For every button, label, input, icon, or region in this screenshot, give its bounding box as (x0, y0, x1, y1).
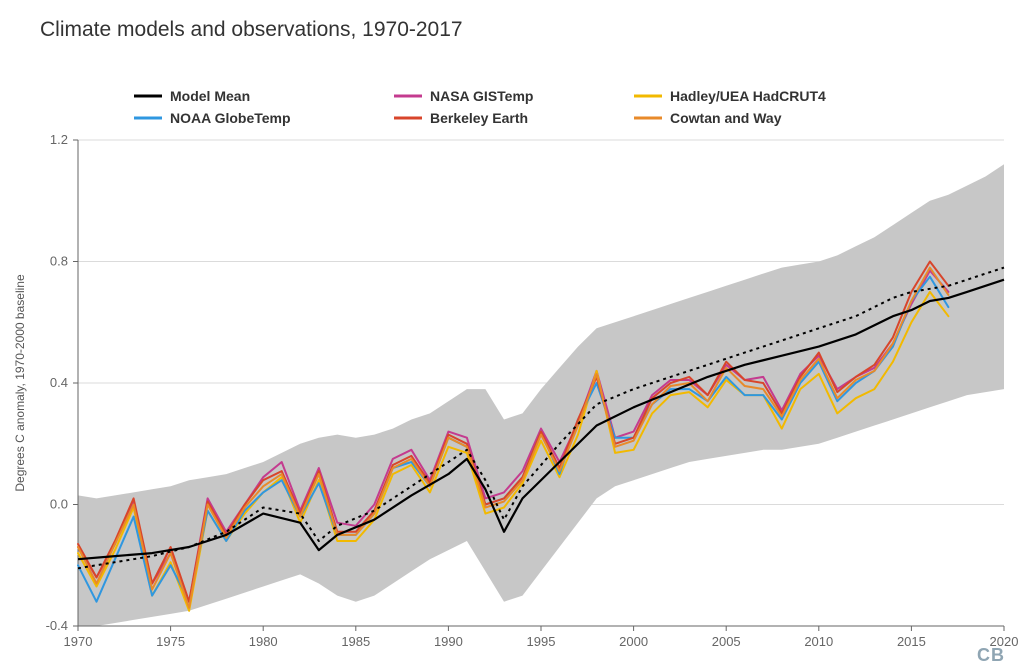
page: Climate models and observations, 1970-20… (0, 0, 1019, 672)
x-tick-label: 1970 (64, 634, 93, 649)
chart-svg: 1970 1975 1980 1985 1990 1995 2000 2005 2010 2015… (0, 0, 1019, 672)
x-tick-label: 1990 (434, 634, 463, 649)
chart-area: 1970 1975 1980 1985 1990 1995 2000 2005 2010 2015… (0, 0, 1019, 672)
x-tick-label: 1995 (527, 634, 556, 649)
y-tick-label: 1.2 (50, 132, 68, 147)
x-tick-label: 1980 (249, 634, 278, 649)
x-tick-label: 1985 (341, 634, 370, 649)
legend-label: NASA GISTemp (430, 88, 533, 104)
legend-label: Model Mean (170, 88, 250, 104)
legend-label: NOAA GlobeTemp (170, 110, 291, 126)
x-tick-label: 2005 (712, 634, 741, 649)
x-tick-label: 1975 (156, 634, 185, 649)
y-tick-label: 0.4 (50, 375, 68, 390)
model-confidence-band (78, 164, 1004, 626)
y-axis-label: Degrees C anomaly, 1970-2000 baseline (13, 274, 27, 492)
legend-label: Cowtan and Way (670, 110, 782, 126)
x-tick-label: 2000 (619, 634, 648, 649)
y-tick-label: 0.0 (50, 497, 68, 512)
y-tick-label: 0.8 (50, 254, 68, 269)
x-tick-label: 2015 (897, 634, 926, 649)
legend-label: Hadley/UEA HadCRUT4 (670, 88, 826, 104)
legend-label: Berkeley Earth (430, 110, 528, 126)
x-tick-label: 2010 (804, 634, 833, 649)
y-tick-label: -0.4 (46, 618, 68, 633)
source-watermark: CB (977, 645, 1005, 666)
